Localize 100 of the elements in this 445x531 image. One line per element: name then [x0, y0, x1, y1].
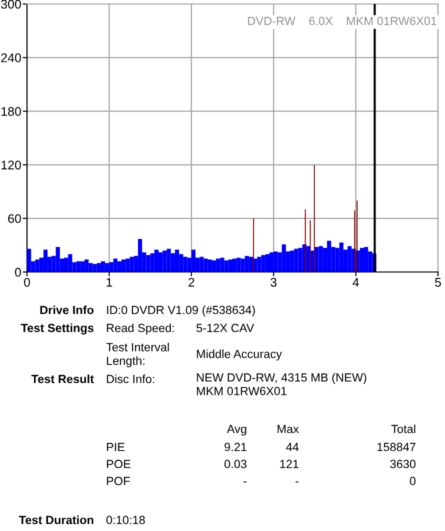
text: Disc Info: [106, 374, 154, 384]
text: Test Interval Length: [106, 342, 169, 368]
bar [204, 258, 208, 272]
x-tick-label: 4 [352, 278, 359, 287]
text: ID:0 DVDR V1.09 (#538634) [107, 305, 255, 316]
y-tick-label: 180 [2, 107, 21, 116]
bar [200, 256, 204, 272]
bar [158, 252, 163, 272]
y-tick-label: 60 [8, 214, 21, 224]
bar [282, 244, 286, 272]
bar [261, 255, 266, 272]
text: 0 [410, 476, 416, 486]
bar [100, 261, 106, 272]
text: Test Result [31, 374, 94, 384]
bar [269, 252, 274, 272]
bar [117, 261, 122, 272]
bar [27, 248, 32, 272]
bar [364, 246, 368, 272]
bar [224, 260, 228, 272]
bar [150, 253, 154, 272]
bar [138, 238, 142, 272]
annotation: DVD-RW 6.0X MKM 01RW6X01 [248, 16, 436, 26]
text: Total [391, 424, 416, 434]
bar [208, 259, 212, 272]
text: Drive Info [40, 305, 94, 314]
text: 3630 [390, 460, 416, 468]
bar [228, 259, 232, 272]
text: Avg [226, 424, 246, 436]
bar [360, 248, 364, 272]
text: Middle Accuracy [196, 349, 282, 361]
bar [166, 248, 171, 272]
text: PIE [106, 442, 125, 452]
bar [348, 246, 352, 272]
text: 5-12X CAV [196, 324, 254, 332]
text: 158847 [378, 442, 416, 452]
bar [92, 264, 97, 272]
bar [162, 250, 167, 272]
text: - [244, 481, 246, 482]
text: POE [106, 460, 130, 468]
bar [327, 240, 332, 272]
text: Test Duration [18, 515, 94, 524]
bar [216, 258, 220, 272]
bar [248, 256, 254, 272]
bar [174, 250, 180, 272]
bar [56, 246, 60, 272]
y-tick-label: 300 [1, 0, 21, 9]
text: 0:10:18 [106, 516, 145, 524]
bar [212, 260, 216, 272]
bar [244, 256, 249, 272]
text: Read Speed: [106, 323, 174, 335]
y-tick-label: 0 [14, 268, 21, 277]
bar [96, 263, 101, 272]
bar [232, 258, 237, 272]
bar [122, 259, 126, 272]
x-tick-label: 0 [24, 278, 30, 287]
text: Test Settings [20, 323, 94, 335]
bar [274, 251, 278, 272]
text: POF [106, 476, 130, 486]
x-tick-label: 5 [435, 278, 441, 287]
text: NEW DVD-RW, 4315 MB (NEW) MKM 01RW6X01 [196, 373, 366, 396]
bar [105, 263, 110, 272]
bar [109, 262, 114, 272]
bar [368, 251, 372, 272]
bar [183, 256, 188, 272]
bar [339, 242, 344, 272]
x-tick-label: 3 [270, 278, 277, 287]
y-tick-label: 120 [2, 160, 21, 170]
x-tick-label: 2 [188, 278, 194, 287]
bar [265, 254, 270, 272]
y-tick-label: 240 [1, 53, 21, 62]
text: Max [278, 424, 299, 434]
bar [35, 259, 40, 272]
bar [43, 250, 48, 272]
text: 0.03 [224, 460, 246, 468]
bar [191, 250, 196, 272]
bar [84, 259, 89, 272]
bar [80, 261, 85, 272]
text: 9.21 [224, 442, 246, 452]
bar [68, 254, 72, 272]
bar [146, 255, 150, 272]
bar [240, 258, 245, 272]
bar [88, 263, 93, 272]
bar [220, 258, 224, 272]
bar [76, 261, 80, 272]
bar [113, 258, 118, 272]
bar [318, 246, 323, 272]
text: - [296, 481, 298, 482]
text: 121 [280, 460, 298, 468]
bar [170, 253, 175, 272]
bar [257, 256, 262, 272]
bar [236, 258, 241, 272]
bar [290, 250, 294, 272]
text: 44 [286, 442, 299, 452]
bar [126, 258, 130, 272]
bar [298, 248, 302, 272]
x-tick-label: 1 [106, 278, 112, 287]
bar [130, 256, 134, 272]
bar [154, 250, 159, 272]
bar [64, 258, 68, 272]
bar [314, 246, 319, 272]
